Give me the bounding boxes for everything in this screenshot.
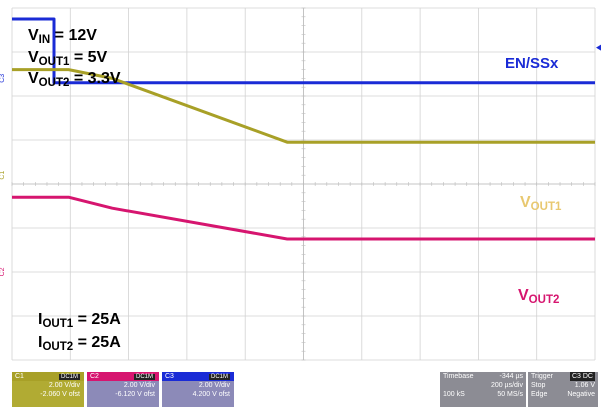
timebase-row-3: 100 kS 50 MS/s (440, 390, 526, 399)
channel-c3-offset: 4.200 V ofst (192, 391, 230, 398)
timebase-row-1: Timebase -344 µs (440, 372, 526, 381)
vout2-label-main: V (518, 287, 529, 304)
trigger-level-marker (596, 44, 601, 51)
channel-c1-name: C1 (15, 373, 24, 380)
channel-c1-header: C1 DC1M (12, 372, 84, 381)
current-iout1: IOUT1 = 25A (38, 312, 121, 331)
timebase-per-div: 200 µs/div (490, 382, 523, 389)
vout1-label-sub: OUT1 (530, 201, 562, 214)
vout2-label-sub: OUT2 (528, 294, 560, 307)
channel-c2-offset: -6.120 V ofst (115, 391, 155, 398)
plot-grid (11, 7, 596, 361)
waveform-traces (12, 17, 595, 241)
condition-vin-sub: IN (38, 34, 51, 47)
channel-c1-coupling: DC1M (58, 373, 80, 380)
trigger-row-3: Edge Negative (528, 390, 598, 399)
condition-vout1: VOUT1 = 5V (28, 48, 121, 69)
condition-vout2: VOUT2 = 3.3V (28, 71, 121, 90)
trigger-type: Edge (531, 391, 548, 398)
trace-en-ssx (12, 17, 595, 85)
vout1-label: VOUT1 (520, 195, 561, 214)
condition-vout2-sub: OUT2 (38, 77, 70, 90)
current-iout2-sub: OUT2 (42, 340, 74, 353)
trigger-source: C3 DC (569, 372, 595, 381)
condition-vout2-value: = 3.3V (69, 70, 121, 88)
condition-vin: VIN = 12V (28, 28, 121, 47)
en-ssx-text: EN/SSx (505, 55, 559, 72)
condition-vout2-main: V (28, 70, 39, 88)
condition-vin-main: V (28, 27, 39, 44)
vout1-label-main: V (520, 194, 531, 211)
trigger-slope: Negative (567, 391, 595, 398)
vout2-label: VOUT2 (518, 288, 559, 307)
trigger-row-1: Trigger C3 DC (528, 372, 598, 381)
channel-c2-scale: 2.00 V/div (123, 382, 155, 389)
channel-c3-header: C3 DC1M (162, 372, 234, 381)
trigger-label: Trigger (531, 373, 553, 380)
channel-c3-coupling: DC1M (208, 373, 230, 380)
current-iout2-main: I (38, 333, 43, 351)
trace-vout2 (12, 195, 595, 241)
channel-marker-c2: C2 (0, 267, 6, 276)
current-iout2-value: = 25A (73, 333, 121, 351)
currents-block: IOUT1 = 25A IOUT2 = 25A (38, 312, 121, 353)
timebase-position: -344 µs (499, 373, 524, 380)
channel-c2-name: C2 (90, 373, 99, 380)
timebase-label: Timebase (443, 373, 474, 380)
trigger-row-2: Stop 1.06 V (528, 381, 598, 390)
current-iout1-sub: OUT1 (42, 318, 74, 331)
channel-marker-c3: C3 (0, 74, 6, 83)
channel-c3-scale: 2.00 V/div (198, 382, 230, 389)
plot-background (0, 0, 602, 362)
channel-c1-offset: -2.060 V ofst (40, 391, 80, 398)
trace-vout1 (12, 68, 595, 144)
trigger-mode: Stop (531, 382, 546, 389)
timebase-rate: 50 MS/s (497, 391, 523, 398)
timebase-row-2: 200 µs/div (440, 381, 526, 390)
current-iout1-value: = 25A (73, 311, 121, 328)
condition-vout1-value: = 5V (69, 48, 108, 66)
current-iout2: IOUT2 = 25A (38, 333, 121, 354)
trigger-level: 1.06 V (574, 382, 595, 389)
condition-vout1-sub: OUT1 (38, 55, 70, 68)
channel-c2-header: C2 DC1M (87, 372, 159, 381)
channel-c2-coupling: DC1M (133, 373, 155, 380)
channel-box-c2[interactable]: C2 DC1M 2.00 V/div -6.120 V ofst (87, 372, 159, 407)
channel-marker-c1: C1 (0, 171, 6, 180)
channel-c1-scale: 2.00 V/div (48, 382, 80, 389)
en-ssx-label: EN/SSx (505, 56, 558, 71)
channel-box-c1[interactable]: C1 DC1M 2.00 V/div -2.060 V ofst (12, 372, 84, 407)
channel-c3-name: C3 (165, 373, 174, 380)
condition-vout1-main: V (28, 48, 39, 66)
timebase-samples: 100 kS (443, 391, 465, 398)
channel-box-c3[interactable]: C3 DC1M 2.00 V/div 4.200 V ofst (162, 372, 234, 407)
condition-vin-value: = 12V (50, 27, 97, 44)
trigger-box[interactable]: Trigger C3 DC Stop 1.06 V Edge Negative (528, 372, 598, 407)
conditions-block: VIN = 12V VOUT1 = 5V VOUT2 = 3.3V (28, 28, 121, 90)
timebase-box[interactable]: Timebase -344 µs 200 µs/div 100 kS 50 MS… (440, 372, 526, 407)
current-iout1-main: I (38, 311, 43, 328)
